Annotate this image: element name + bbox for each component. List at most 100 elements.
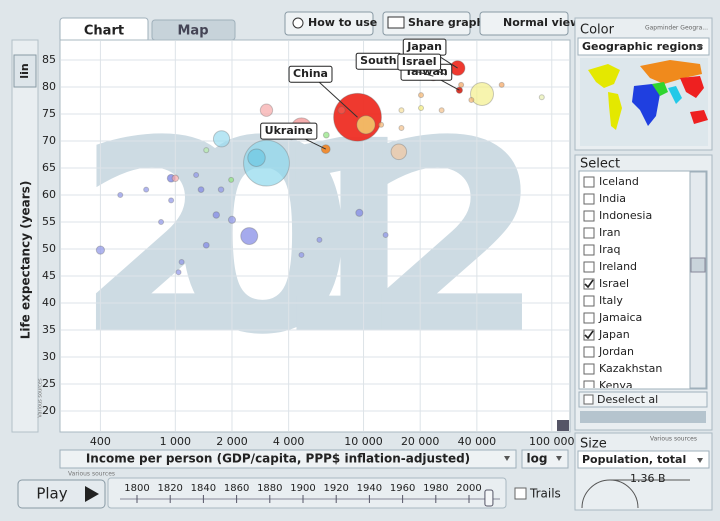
- y-tick-label: 85: [42, 53, 56, 66]
- play-icon: [85, 486, 99, 502]
- play-button[interactable]: [17, 479, 106, 509]
- bubble: [458, 81, 465, 88]
- x-indicator-dropdown[interactable]: [59, 449, 517, 469]
- bubble: [247, 148, 266, 167]
- y-tick-label: 25: [42, 377, 56, 390]
- opacity-slider[interactable]: [580, 411, 706, 423]
- bubble: [171, 174, 180, 183]
- bubble: [193, 172, 200, 179]
- country-label: Italy: [599, 294, 623, 307]
- timeline-label: 1840: [191, 483, 216, 494]
- size-dropdown[interactable]: [577, 450, 710, 469]
- bubble: [117, 192, 124, 198]
- checkbox[interactable]: [583, 346, 595, 358]
- x-tick-label: 10 000: [344, 435, 383, 448]
- y-tick-label: 30: [42, 350, 56, 363]
- checkbox[interactable]: [583, 312, 595, 324]
- x-scale: log: [527, 452, 548, 466]
- size-panel: [574, 432, 713, 511]
- timeline-label: 2000: [456, 483, 481, 494]
- trails-checkbox[interactable]: [514, 487, 527, 500]
- checkbox[interactable]: [583, 210, 595, 222]
- timeline-ticks: 1800 1820 1840 1860 1880 1900 1920 1940 1960 1980…: [120, 483, 500, 507]
- panel-title: Size: [580, 437, 607, 452]
- y-tick-label: 45: [42, 269, 56, 282]
- bubble: [382, 231, 389, 238]
- y-tick-label: 70: [42, 134, 56, 147]
- country-label: Kazakhstan: [599, 362, 662, 375]
- button[interactable]: [284, 11, 374, 36]
- timeline-label: 1900: [290, 483, 315, 494]
- checkbox[interactable]: [583, 295, 595, 307]
- deselect-label: Deselect al: [597, 393, 658, 406]
- panel-source: Gapminder Geogra...: [645, 25, 708, 32]
- x-axis-label: Income per person (GDP/capita, PPP$ infl…: [86, 452, 470, 466]
- timeline-label: 1820: [157, 483, 182, 494]
- bubble-label: China: [288, 65, 333, 83]
- plot: 2012: [61, 41, 569, 431]
- bubble: [158, 219, 165, 225]
- timeline-label: 1960: [390, 483, 415, 494]
- checkbox[interactable]: [583, 227, 595, 239]
- bubble: [316, 236, 323, 243]
- bubble: [418, 92, 425, 99]
- checkbox[interactable]: [583, 193, 595, 205]
- checkbox[interactable]: [583, 278, 595, 290]
- bubble: [212, 211, 221, 219]
- button[interactable]: [479, 11, 569, 36]
- trails-label: Trails: [529, 487, 561, 501]
- deselect-button[interactable]: [578, 391, 708, 408]
- country-label: Iraq: [599, 243, 621, 256]
- icon: [292, 17, 304, 29]
- east-asia: [690, 110, 708, 124]
- east-asia: [680, 76, 704, 98]
- x-tick-label: 4 000: [273, 435, 305, 448]
- bubble: [178, 258, 185, 265]
- bubble: [95, 245, 106, 255]
- y-tick-label: 60: [42, 188, 56, 201]
- x-scale-dropdown[interactable]: [521, 449, 569, 469]
- bubble-label: South: [355, 52, 402, 70]
- label-text: Japan: [406, 40, 442, 53]
- country-label: Iran: [599, 226, 621, 239]
- checkbox[interactable]: [583, 244, 595, 256]
- south-asia: [668, 86, 682, 104]
- bubble-label: Japan: [402, 38, 447, 56]
- bubble: [538, 94, 545, 101]
- timeline-label: 1800: [124, 483, 149, 494]
- scroll-thumb[interactable]: [690, 257, 706, 273]
- y-tick-label: 40: [42, 296, 56, 309]
- country-label: Indonesia: [599, 209, 652, 222]
- bubble: [228, 176, 235, 183]
- resize-icon[interactable]: [557, 420, 569, 431]
- checkbox[interactable]: [583, 380, 595, 391]
- button[interactable]: [382, 11, 471, 36]
- x-tick-label: 40 000: [458, 435, 497, 448]
- label-text: Israel: [402, 55, 437, 68]
- label-text: South: [360, 54, 396, 67]
- deselect-checkbox: [583, 394, 594, 405]
- tab-label: Chart: [84, 24, 124, 39]
- y-tick-label: 35: [42, 323, 56, 336]
- checkbox[interactable]: [583, 329, 595, 341]
- dropdown-arrow: [556, 456, 562, 461]
- bubble: [356, 115, 376, 135]
- label-box: [260, 122, 318, 140]
- bubble: [398, 125, 405, 132]
- americas: [588, 64, 620, 88]
- y-scale-button[interactable]: [13, 54, 37, 88]
- checkbox[interactable]: [583, 261, 595, 273]
- size-legend-label: 1.36 B: [630, 472, 666, 485]
- checkbox[interactable]: [583, 176, 595, 188]
- y-tick-label: 65: [42, 161, 56, 174]
- bubble: [498, 81, 505, 88]
- checkbox[interactable]: [583, 363, 595, 375]
- icon: [387, 16, 405, 29]
- country-label: Jordan: [598, 345, 634, 358]
- y-tick-label: 20: [42, 404, 56, 417]
- timeline-label: 1920: [323, 483, 348, 494]
- dropdown-arrow: [697, 458, 703, 463]
- scrollbar[interactable]: [689, 171, 707, 389]
- color-dropdown[interactable]: [577, 37, 710, 56]
